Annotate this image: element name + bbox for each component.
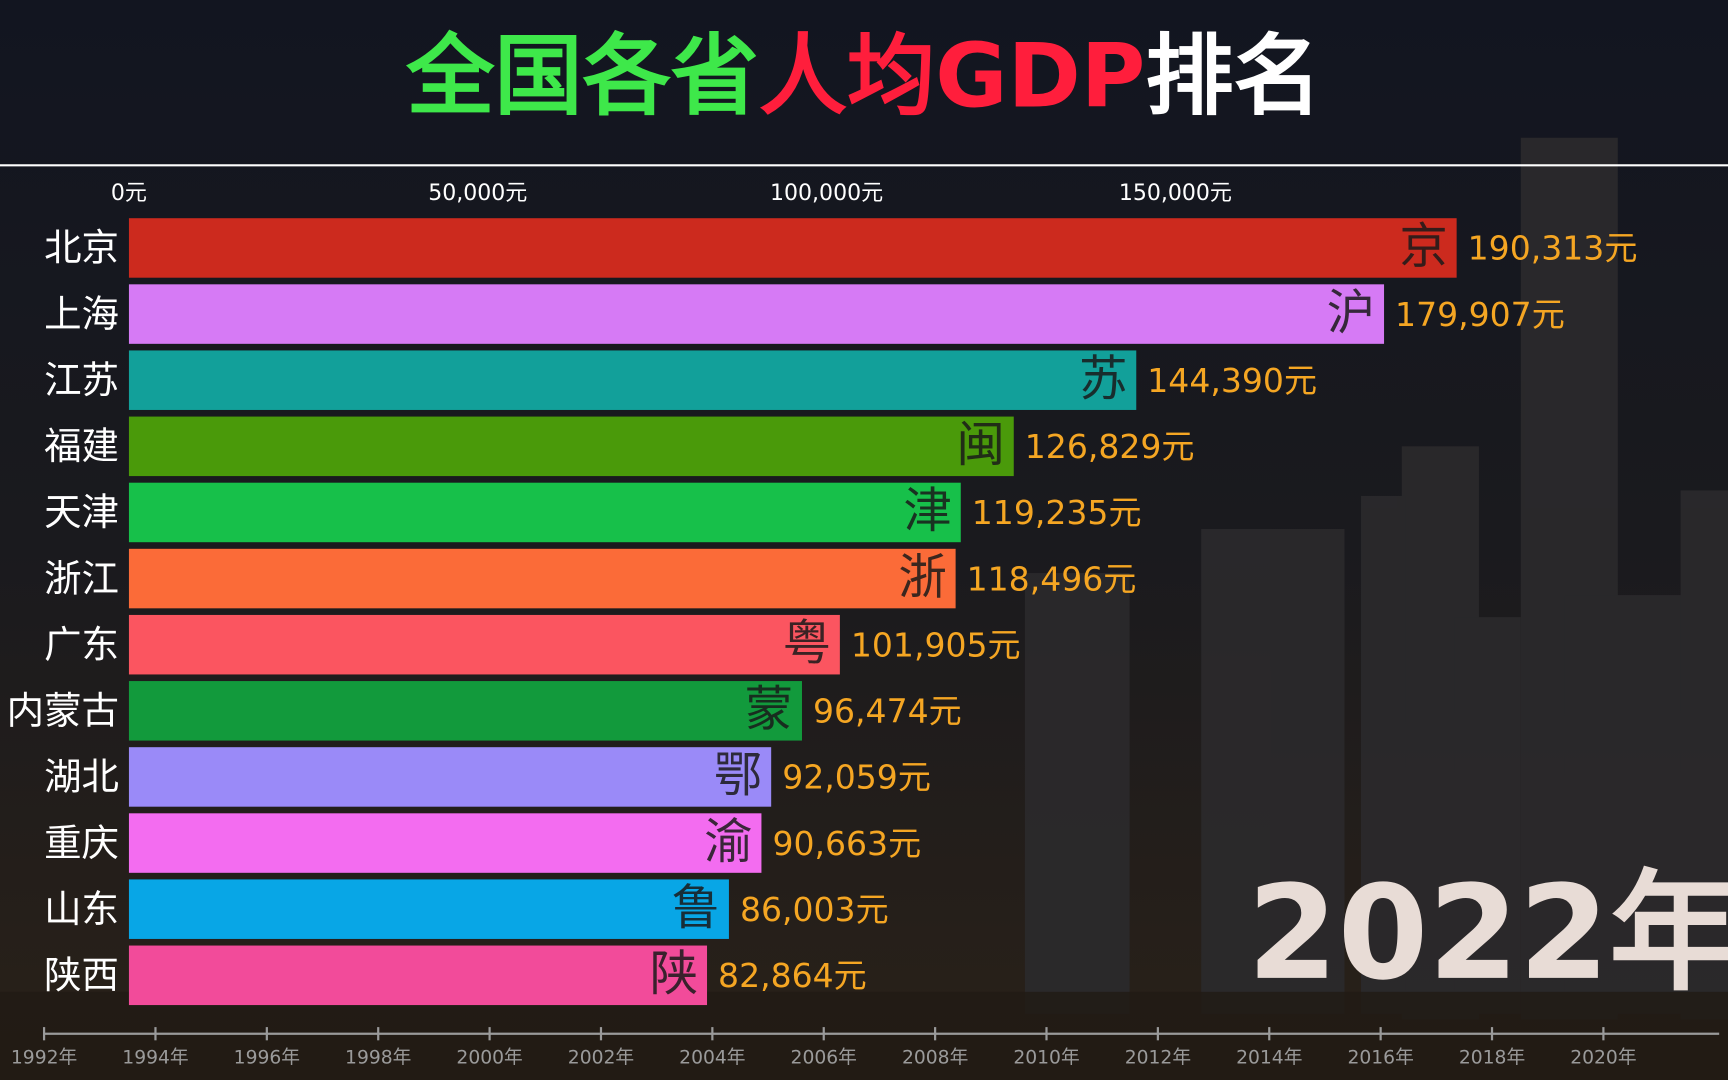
category-label: 天津 bbox=[44, 490, 119, 534]
bar-icon: 渝 bbox=[704, 814, 752, 870]
timeline-label: 1996年 bbox=[234, 1047, 300, 1068]
timeline-label: 2000年 bbox=[456, 1047, 522, 1068]
bar-icon: 粤 bbox=[783, 615, 831, 671]
x-tick-label: 150,000元 bbox=[1119, 181, 1232, 206]
timeline-label: 2016年 bbox=[1347, 1047, 1413, 1068]
x-tick-label: 0元 bbox=[111, 181, 147, 206]
value-label: 119,235元 bbox=[972, 493, 1142, 532]
year-label: 2022年 bbox=[1247, 857, 1728, 1009]
category-label: 上海 bbox=[44, 292, 119, 336]
title-part: 人均GDP bbox=[759, 25, 1145, 128]
category-label: 重庆 bbox=[44, 821, 119, 865]
value-label: 126,829元 bbox=[1025, 427, 1195, 466]
bar-icon: 陕 bbox=[650, 946, 698, 1002]
bar bbox=[128, 482, 961, 543]
value-label: 144,390元 bbox=[1147, 361, 1317, 400]
value-label: 96,474元 bbox=[813, 692, 962, 731]
city-silhouette bbox=[1024, 137, 1728, 1020]
category-label: 北京 bbox=[44, 226, 119, 270]
timeline-label: 2010年 bbox=[1013, 1047, 1079, 1068]
bar bbox=[128, 747, 772, 807]
timeline-label: 2020年 bbox=[1570, 1047, 1636, 1068]
category-label: 浙江 bbox=[44, 556, 119, 600]
bar-icon: 津 bbox=[903, 483, 951, 539]
timeline-label: 2002年 bbox=[568, 1047, 634, 1068]
timeline-label: 1992年 bbox=[11, 1047, 77, 1068]
bar bbox=[128, 681, 802, 741]
timeline-label: 2004年 bbox=[679, 1047, 745, 1068]
category-label: 内蒙古 bbox=[7, 689, 119, 733]
bar-icon: 沪 bbox=[1327, 285, 1375, 341]
value-label: 179,907元 bbox=[1395, 295, 1565, 334]
timeline-label: 1994年 bbox=[122, 1047, 188, 1068]
bar-icon: 闽 bbox=[956, 417, 1004, 473]
timeline-label: 1998年 bbox=[345, 1047, 411, 1068]
bar-icon: 苏 bbox=[1079, 351, 1127, 407]
bar bbox=[128, 614, 840, 675]
title-part: 排名 bbox=[1145, 25, 1321, 128]
x-tick-label: 50,000元 bbox=[428, 181, 527, 206]
value-label: 92,059元 bbox=[782, 758, 931, 797]
x-tick-label: 100,000元 bbox=[770, 181, 883, 206]
value-label: 86,003元 bbox=[740, 890, 889, 929]
timeline-label: 2006年 bbox=[791, 1047, 857, 1068]
value-label: 190,313元 bbox=[1468, 229, 1638, 268]
bar-icon: 鄂 bbox=[714, 748, 762, 804]
timeline-label: 2008年 bbox=[902, 1047, 968, 1068]
bar-icon: 鲁 bbox=[672, 880, 720, 936]
category-label: 陕西 bbox=[44, 953, 119, 997]
category-label: 湖北 bbox=[44, 755, 119, 799]
category-label: 山东 bbox=[44, 887, 119, 931]
bar bbox=[128, 813, 762, 873]
bar bbox=[128, 416, 1014, 477]
timeline-label: 2014年 bbox=[1236, 1047, 1302, 1068]
title-part: 全国各省 bbox=[405, 25, 759, 128]
bar-icon: 蒙 bbox=[745, 682, 793, 738]
bar-icon: 浙 bbox=[898, 549, 946, 605]
category-label: 江苏 bbox=[44, 358, 119, 402]
bar-icon: 京 bbox=[1399, 219, 1447, 275]
value-label: 82,864元 bbox=[718, 956, 867, 995]
timeline-label: 2012年 bbox=[1125, 1047, 1191, 1068]
bar bbox=[128, 879, 729, 939]
value-label: 101,905元 bbox=[851, 625, 1021, 664]
bar bbox=[128, 945, 708, 1006]
category-label: 广东 bbox=[44, 622, 119, 666]
bar bbox=[128, 284, 1385, 344]
bar bbox=[128, 218, 1457, 278]
bar bbox=[128, 548, 956, 609]
value-label: 90,663元 bbox=[772, 824, 921, 863]
category-label: 福建 bbox=[44, 424, 119, 468]
value-label: 118,496元 bbox=[967, 559, 1137, 598]
bar bbox=[128, 350, 1137, 410]
timeline-label: 2018年 bbox=[1459, 1047, 1525, 1068]
ground bbox=[0, 991, 1728, 1080]
chart-title: 全国各省人均GDP排名 bbox=[405, 25, 1321, 128]
